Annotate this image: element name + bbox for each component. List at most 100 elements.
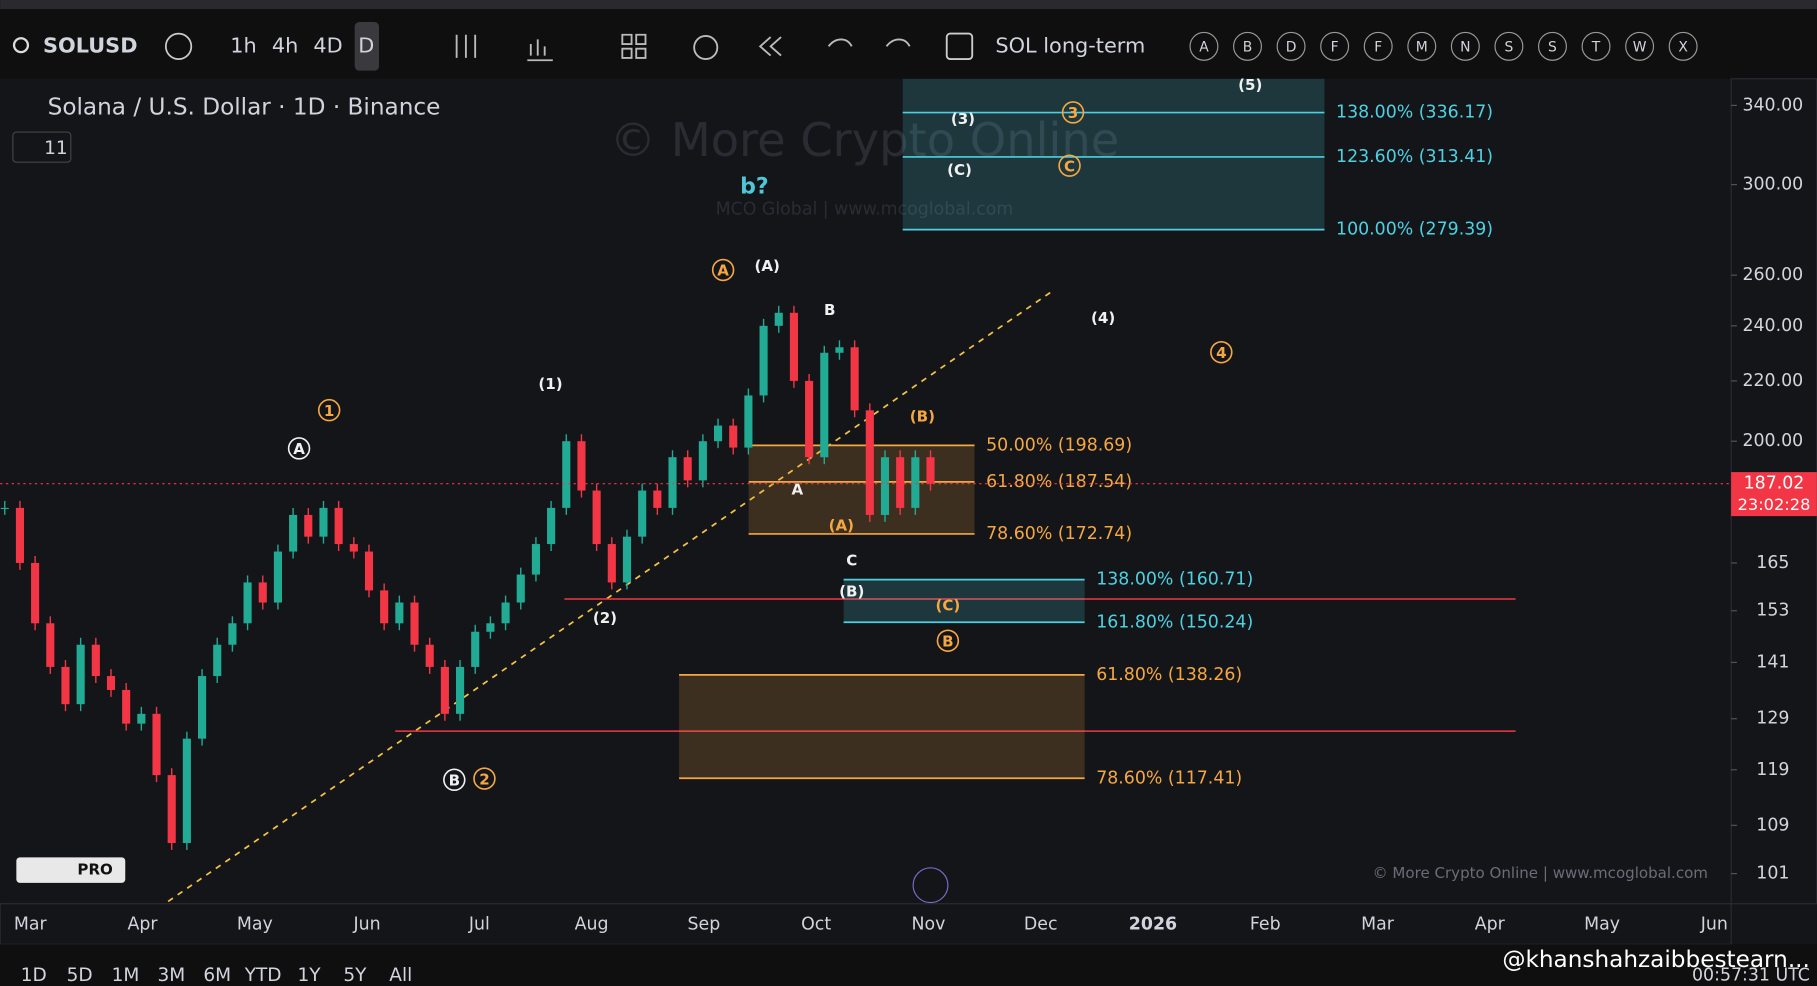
y-tick-label: 260.00 [1742, 265, 1803, 285]
logo-badge: PRO [77, 861, 113, 879]
wave-label: 4 [1216, 344, 1226, 362]
wave-label: A [717, 262, 729, 280]
candle [880, 457, 890, 515]
interval-button[interactable]: 1h [230, 33, 256, 57]
fib-label: 123.60% (313.41) [1336, 147, 1493, 167]
y-tick-label: 340.00 [1742, 95, 1803, 115]
chart-type-icon[interactable] [455, 34, 477, 58]
drawing-letter-text: X [1678, 40, 1688, 56]
range-button[interactable]: 5D [67, 965, 93, 986]
candle [501, 602, 510, 624]
drawing-letter[interactable] [1233, 31, 1263, 61]
candle [713, 425, 723, 442]
drawing-letter[interactable] [1450, 31, 1480, 61]
top-edge [0, 0, 1817, 10]
x-tick-label: Jun [353, 915, 381, 935]
range-button[interactable]: YTD [244, 965, 282, 986]
drawing-letter-text: S [1548, 40, 1557, 56]
y-tick-label: 153 [1756, 601, 1789, 621]
last-price-label: 187.02 [1744, 474, 1805, 494]
wave-circle [1061, 101, 1085, 124]
trend-line [167, 288, 1055, 903]
logo [16, 857, 126, 883]
legend-title: Solana / U.S. Dollar · 1D · Binance [48, 93, 441, 120]
wave-label: B [449, 771, 460, 789]
indicator-toggle[interactable] [12, 131, 72, 163]
x-tick-label: Dec [1024, 915, 1058, 935]
drawing-letter[interactable] [1407, 31, 1437, 61]
replay-btn[interactable] [758, 36, 782, 57]
wave-label: 1 [324, 402, 334, 420]
drawing-letter[interactable] [1581, 31, 1611, 61]
candle [334, 507, 343, 545]
drawing-letter[interactable] [1363, 31, 1393, 61]
drawing-letter-text: D [1286, 40, 1297, 56]
drawing-letter[interactable] [1668, 31, 1698, 61]
wave-label: A [293, 440, 305, 458]
candle [46, 623, 55, 667]
candle [273, 551, 282, 603]
candle [471, 631, 480, 667]
candle [0, 507, 9, 510]
fib-zone [843, 579, 1085, 623]
fib-zone [679, 674, 1085, 779]
interval-button[interactable]: D [358, 33, 374, 57]
range-button[interactable]: 1D [21, 965, 47, 986]
indicators-icon[interactable] [527, 39, 553, 62]
templates-icon[interactable] [621, 33, 647, 59]
bottom-bar [0, 944, 1817, 986]
range-button[interactable]: All [389, 965, 412, 986]
range-button[interactable]: 3M [157, 965, 185, 986]
interval-button[interactable]: 4D [313, 33, 342, 57]
candle [698, 441, 707, 481]
wave-circle [473, 767, 496, 790]
candle [865, 410, 874, 515]
drawing-letter[interactable] [1320, 31, 1350, 61]
undo[interactable] [827, 38, 853, 47]
add-symbol[interactable] [164, 32, 193, 60]
wave-label: C [1064, 157, 1075, 175]
wave-label: b? [740, 175, 769, 200]
range-button[interactable]: 1M [112, 965, 140, 986]
candle [805, 380, 814, 458]
fib-label: 50.00% (198.69) [986, 435, 1132, 455]
range-button[interactable]: 6M [203, 965, 231, 986]
countdown: 23:02:28 [1738, 495, 1811, 514]
candle [197, 676, 207, 739]
watermark-footer: © More Crypto Online | www.mcoglobal.com [1373, 864, 1708, 882]
candle [182, 738, 191, 844]
drawing-letter[interactable] [1625, 31, 1655, 61]
candle [31, 562, 40, 624]
y-tick-label: 200.00 [1742, 431, 1803, 451]
range-button[interactable]: 1Y [297, 965, 321, 986]
candle [243, 582, 252, 624]
active-interval [354, 22, 380, 71]
fib-zone [902, 78, 1325, 230]
wave-label: A [791, 481, 803, 499]
layout-icon[interactable] [945, 32, 974, 61]
candle [395, 602, 404, 624]
fib-label: 100.00% (279.39) [1336, 220, 1493, 240]
candle [15, 507, 24, 563]
drawing-letter[interactable] [1537, 31, 1567, 61]
interval-button[interactable]: 4h [272, 33, 298, 57]
drawing-letter[interactable] [1494, 31, 1524, 61]
replay-icon[interactable] [912, 867, 949, 904]
candle [835, 347, 844, 353]
candle [167, 775, 176, 844]
drawing-letter[interactable] [1189, 31, 1219, 61]
wave-label: (3) [951, 110, 975, 128]
candle [759, 325, 768, 396]
wave-label: 3 [1068, 104, 1078, 122]
y-tick-label: 165 [1756, 553, 1789, 573]
x-tick-label: 2026 [1129, 915, 1177, 935]
range-button[interactable]: 5Y [343, 965, 367, 986]
layout-name: SOL long-term [995, 33, 1145, 57]
redo[interactable] [885, 38, 911, 47]
drawing-letter[interactable] [1276, 31, 1306, 61]
candle [683, 457, 692, 481]
candle [440, 666, 449, 714]
y-tick-label: 109 [1756, 815, 1789, 835]
alert-icon[interactable] [693, 34, 719, 61]
search-icon[interactable] [12, 37, 30, 54]
